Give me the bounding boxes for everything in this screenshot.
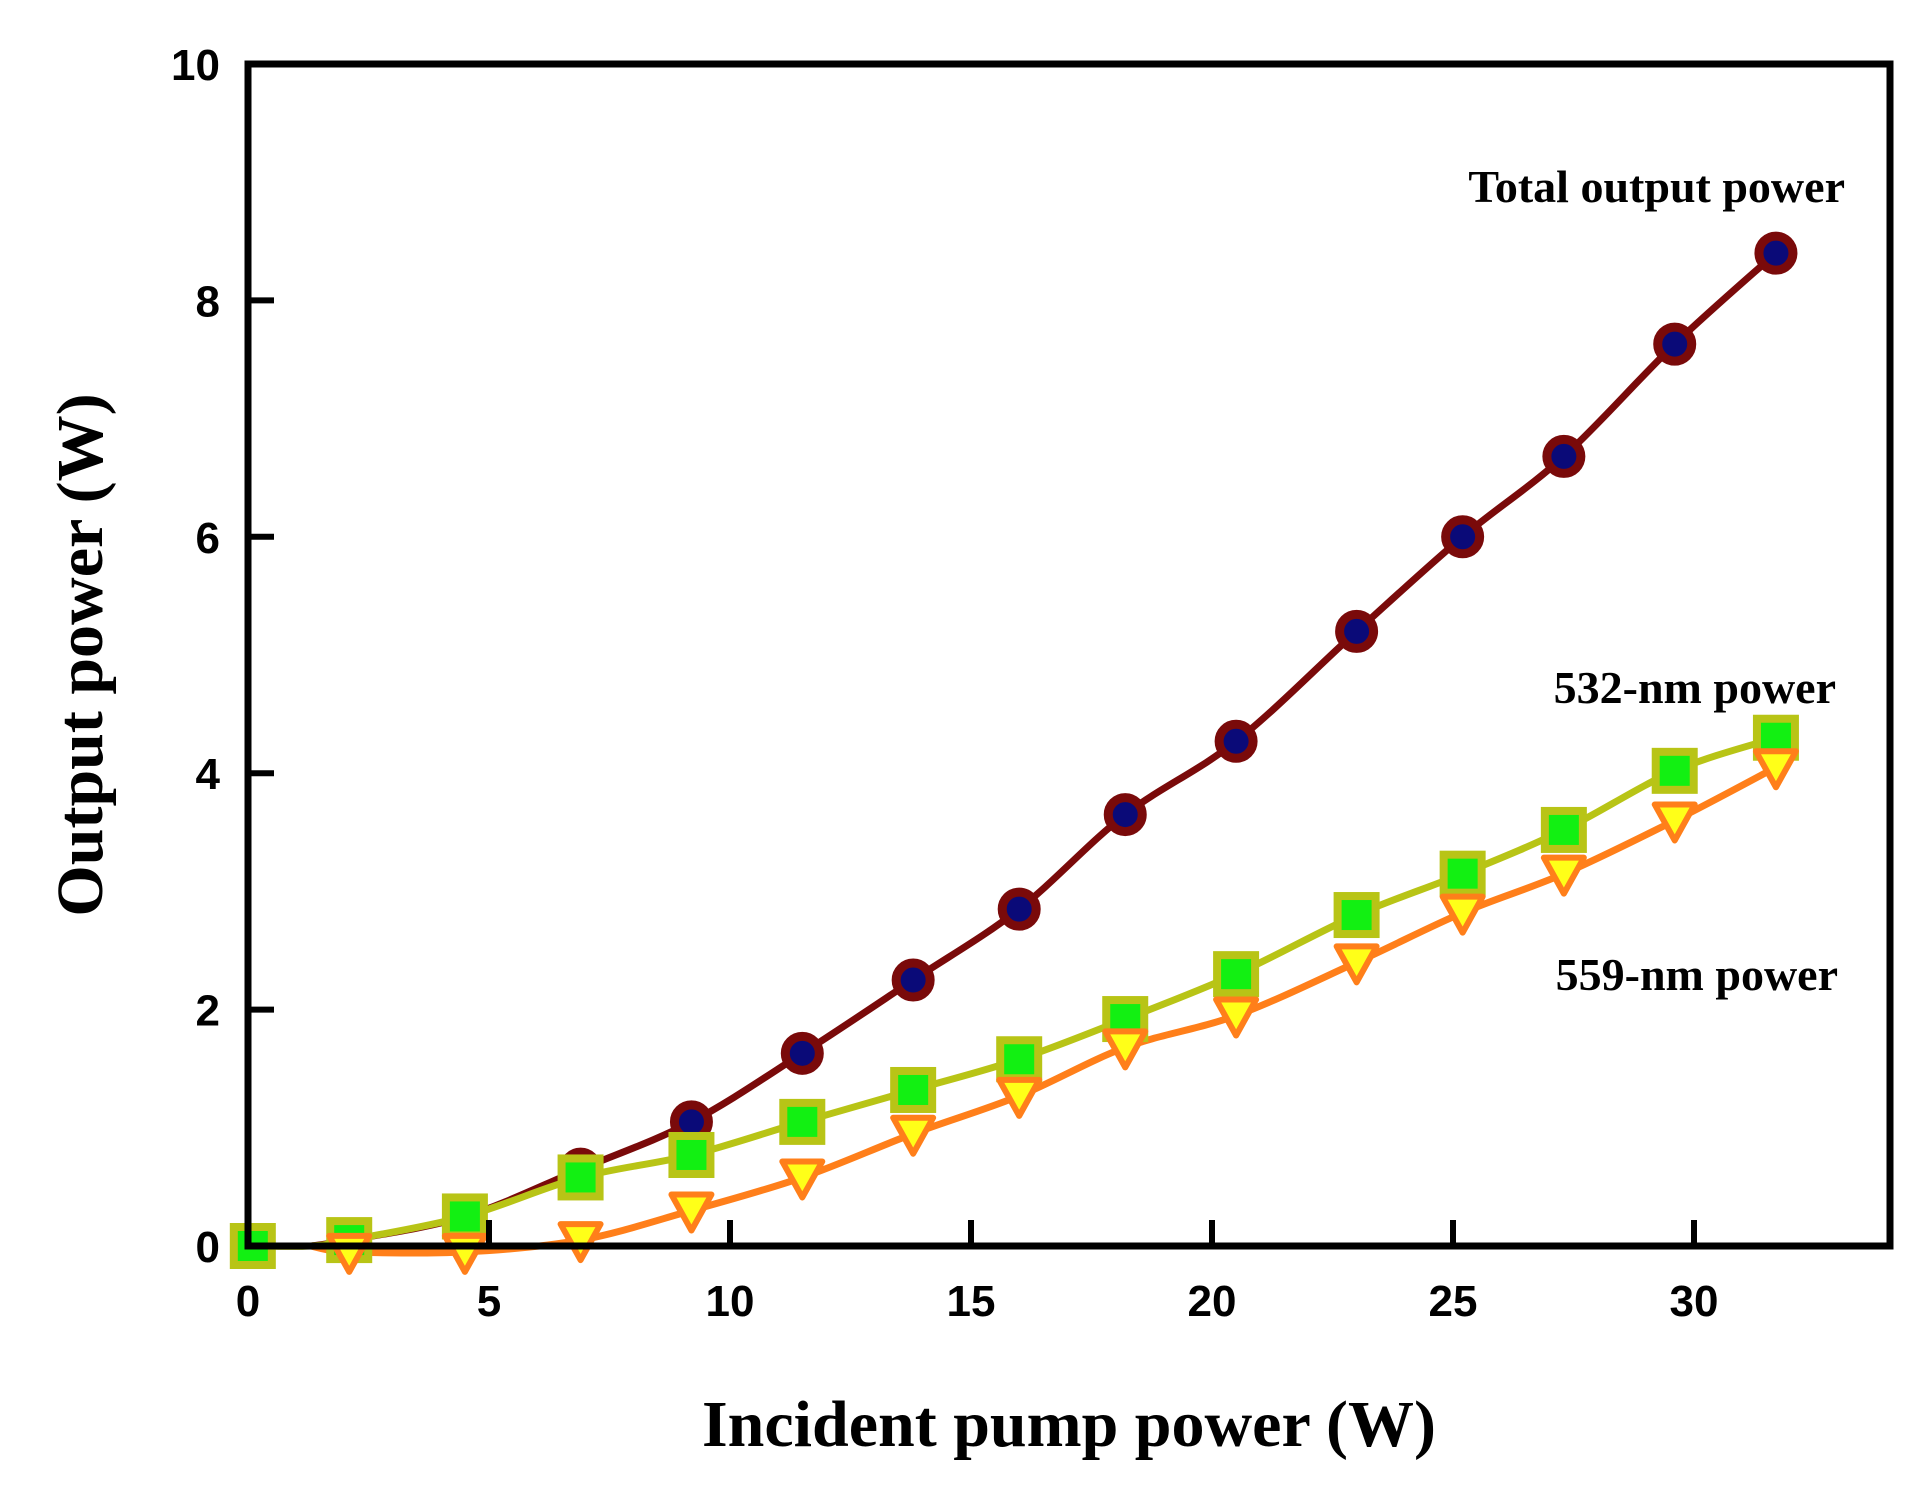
marker-532nm-power: [1439, 850, 1486, 897]
x-tick-label: 30: [1670, 1277, 1719, 1326]
x-tick-label: 5: [477, 1277, 501, 1326]
marker-total-output-power: [1335, 609, 1379, 653]
marker-total-output-power: [1754, 231, 1798, 275]
y-tick-label: 8: [196, 277, 220, 326]
marker-559nm-power: [1651, 801, 1698, 844]
marker-532nm-power: [441, 1193, 488, 1240]
marker-559nm-power: [779, 1158, 826, 1201]
x-tick-label: 25: [1429, 1277, 1478, 1326]
label-532nm-power: 532-nm power: [1554, 662, 1836, 713]
x-tick-label: 20: [1188, 1277, 1237, 1326]
marker-559nm-power: [890, 1114, 937, 1157]
plot-frame: [244, 60, 1894, 1250]
series-layer: [229, 231, 1799, 1275]
y-tick-label: 0: [196, 1223, 220, 1272]
marker-total-output-power: [780, 1031, 824, 1075]
marker-532nm-power: [779, 1098, 826, 1145]
marker-total-output-power: [1103, 793, 1147, 837]
x-axis-title: Incident pump power (W): [702, 1388, 1436, 1461]
marker-532nm-power: [668, 1131, 715, 1178]
marker-532nm-power: [557, 1154, 604, 1201]
marker-532nm-power: [1333, 892, 1380, 939]
marker-559nm-power: [996, 1076, 1043, 1119]
x-tick-label: 15: [947, 1277, 996, 1326]
y-tick-label: 2: [196, 987, 220, 1036]
marker-532nm-power: [890, 1066, 937, 1113]
marker-559nm-power: [1102, 1028, 1149, 1071]
series-line-total-output-power: [310, 250, 1779, 1250]
marker-559nm-power: [1333, 943, 1380, 986]
marker-total-output-power: [1214, 719, 1258, 763]
marker-559nm-power: [1439, 893, 1486, 936]
y-tick-label: 10: [171, 41, 220, 90]
y-tick-label: 4: [196, 750, 221, 799]
x-tick-label: 0: [236, 1277, 260, 1326]
label-559nm-power: 559-nm power: [1556, 949, 1838, 1000]
marker-total-output-power: [891, 958, 935, 1002]
marker-total-output-power: [997, 887, 1041, 931]
marker-559nm-power: [557, 1221, 604, 1264]
marker-532nm-power: [1540, 806, 1587, 853]
marker-total-output-power: [1542, 434, 1586, 478]
marker-559nm-power: [1752, 748, 1799, 791]
axis-layer: 0 5 10 15 20 25 30 0 2 4 6 8 10: [171, 41, 1718, 1326]
marker-532nm-power: [996, 1036, 1043, 1083]
marker-total-output-power: [1653, 322, 1697, 366]
y-tick-label: 6: [196, 514, 220, 563]
label-total-output-power: Total output power: [1468, 161, 1845, 212]
marker-559nm-power: [1540, 854, 1587, 897]
marker-559nm-power: [668, 1191, 715, 1234]
x-tick-label: 10: [706, 1277, 755, 1326]
y-axis-title: Output power (W): [44, 393, 117, 916]
marker-total-output-power: [1441, 515, 1485, 559]
marker-532nm-power: [1213, 951, 1260, 998]
marker-559nm-power: [1213, 996, 1260, 1039]
marker-532nm-power: [1651, 747, 1698, 794]
